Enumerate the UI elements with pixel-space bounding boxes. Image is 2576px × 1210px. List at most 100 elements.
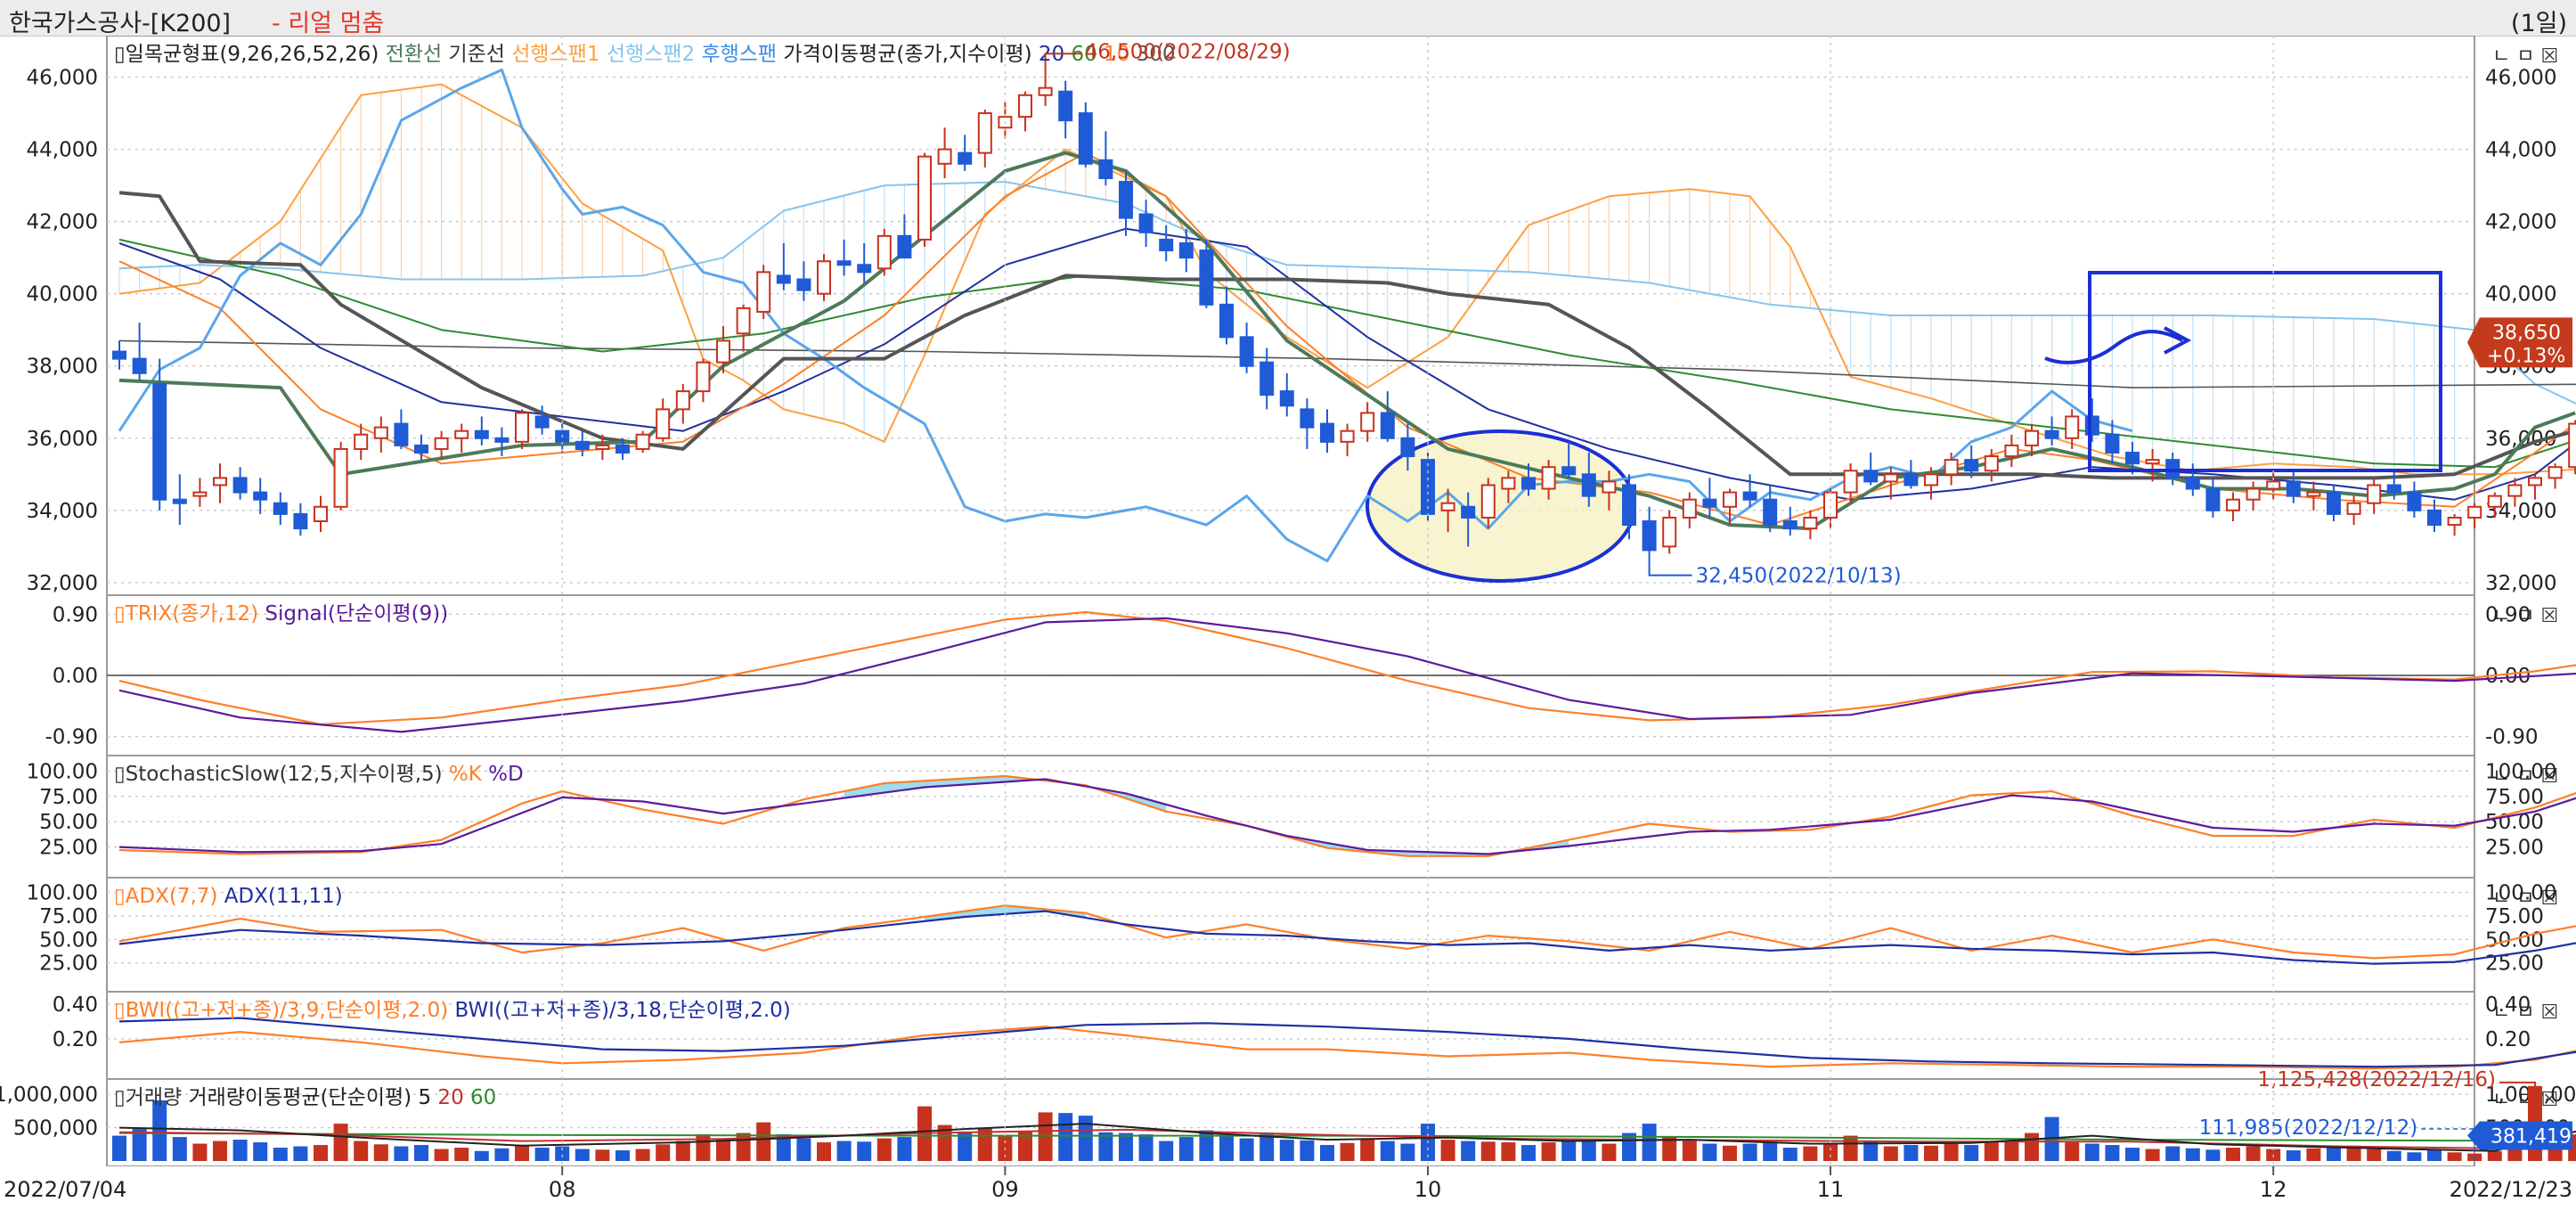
y-tick-label-left: 38,000 — [27, 356, 98, 379]
volume-bar — [756, 1122, 771, 1161]
forecast-box — [2088, 271, 2442, 472]
volume-bar — [1501, 1142, 1516, 1161]
y-tick-label-right: 44,000 — [2485, 139, 2556, 162]
candle-body — [1219, 303, 1234, 339]
candle-body — [2084, 415, 2099, 436]
legend-entry[interactable]: ADX(11,11) — [217, 885, 342, 908]
month-tick-label: 11 — [1817, 1177, 1845, 1202]
series-line — [118, 1026, 2576, 1070]
legend-entry[interactable]: ▯TRIX(종가,12) — [114, 602, 258, 625]
legend-entry[interactable]: 후행스팬 — [695, 43, 777, 66]
month-tick-label: 10 — [1414, 1177, 1442, 1202]
legend-entry[interactable]: Signal(단순이평(9)) — [258, 602, 448, 625]
volume-bar — [2165, 1146, 2181, 1161]
volume-bar — [937, 1124, 952, 1161]
volume-bar — [2507, 1148, 2523, 1161]
volume-bar — [1480, 1141, 1496, 1161]
panel-buttons[interactable]: ㄴ ㅁ ☒ — [2492, 887, 2558, 910]
candle-body — [836, 260, 852, 266]
volume-bar — [635, 1149, 650, 1161]
candle-body — [756, 271, 771, 313]
candle-body — [2105, 433, 2120, 454]
legend-entry[interactable]: 선행스팬2 — [600, 43, 696, 66]
legend-entry[interactable]: 거래량이동평균(단순이평) — [182, 1086, 412, 1109]
y-tick-label-right: 50.00 — [2485, 928, 2544, 952]
volume-bar — [1279, 1140, 1294, 1161]
volume-bar — [675, 1141, 690, 1161]
stock-chart[interactable]: ㄴ ㅁ ☒ㄴ ㅁ ☒ㄴ ㅁ ☒ㄴ ㅁ ☒ㄴ ㅁ ☒ㄴ ㅁ ☒46,000 46,0… — [0, 36, 2576, 1210]
ma300-line — [118, 339, 2576, 388]
legend-entry[interactable]: 기준선 — [442, 43, 505, 66]
legend-entry[interactable]: 300 — [1129, 43, 1175, 66]
legend-entry[interactable]: 선행스팬1 — [505, 43, 600, 66]
volume-bar — [152, 1100, 167, 1161]
panel-buttons[interactable]: ㄴ ㅁ ☒ — [2492, 1089, 2558, 1111]
legend-entry[interactable]: 5 — [412, 1086, 431, 1109]
y-tick-label-left: 100.00 — [27, 760, 98, 783]
candle-body — [1098, 159, 1113, 180]
current-price-tag — [2467, 317, 2572, 368]
candle-body — [2547, 466, 2563, 479]
candle-body — [192, 491, 208, 497]
volume-bar — [1984, 1142, 1999, 1161]
legend-entry[interactable]: BWI((고+저+종)/3,18,단순이평,2.0) — [448, 999, 791, 1022]
candle-body — [1803, 516, 1818, 530]
forecast-arrow — [2044, 330, 2183, 364]
legend-entry[interactable]: %D — [482, 763, 524, 786]
y-tick-label-left: 0.00 — [53, 665, 98, 688]
volume-low-annotation: 111,985(2022/12/12) — [2199, 1116, 2418, 1140]
legend-entry[interactable]: 10 — [1097, 43, 1130, 66]
panel-buttons[interactable]: ㄴ ㅁ ☒ — [2492, 45, 2558, 68]
panel-frame — [106, 755, 2475, 879]
volume-bar — [1642, 1124, 1657, 1161]
candle-body — [2226, 498, 2240, 511]
volume-bar — [1400, 1143, 1415, 1161]
legend-entry[interactable]: ▯StochasticSlow(12,5,지수이평,5) — [114, 763, 443, 786]
y-tick-label-left: 75.00 — [39, 905, 98, 928]
stochastic-zone-overbought — [844, 776, 1167, 812]
volume-ma20-line — [118, 1128, 2576, 1149]
y-tick-label-right: 32,000 — [2485, 572, 2556, 595]
legend-entry[interactable]: ▯일목균형표(9,26,26,52,26) — [114, 43, 379, 66]
legend-entry[interactable]: 전환선 — [379, 43, 442, 66]
series-line — [118, 904, 2576, 960]
volume-bar — [1138, 1134, 1153, 1161]
volume-bar — [2084, 1143, 2099, 1161]
low-annotation: 32,450(2022/10/13) — [1696, 565, 1902, 588]
legend-entry[interactable]: %K — [443, 763, 483, 786]
legend-entry[interactable]: ▯BWI((고+저+종)/3,9,단순이평,2.0) — [114, 999, 448, 1022]
volume-low-marker — [2421, 1128, 2475, 1161]
volume-bar — [716, 1139, 730, 1161]
volume-bar — [2407, 1152, 2422, 1161]
legend-entry[interactable]: ▯거래량 — [114, 1086, 182, 1109]
candle-body — [112, 350, 126, 360]
legend-entry[interactable]: 60 — [464, 1086, 497, 1109]
candle-body — [2427, 509, 2441, 527]
volume-bar — [595, 1149, 610, 1161]
volume-bar — [2306, 1148, 2321, 1161]
legend-entry[interactable]: 20 — [431, 1086, 464, 1109]
y-tick-label-left: 0.20 — [53, 1028, 98, 1051]
volume-bar — [2286, 1150, 2301, 1161]
volume-bar — [373, 1144, 388, 1161]
month-tick-label: 09 — [991, 1177, 1019, 1202]
volume-bar — [776, 1134, 791, 1161]
ma60-line — [118, 238, 2576, 469]
legend-entry[interactable]: 가격이동평균(종가,지수이평) — [777, 43, 1032, 66]
volume-bar — [454, 1148, 469, 1161]
candle-body — [876, 234, 892, 270]
panel-buttons[interactable]: ㄴ ㅁ ☒ — [2492, 1002, 2558, 1024]
volume-bar — [1038, 1112, 1053, 1161]
candle-body — [897, 234, 912, 259]
candle-body — [917, 155, 932, 241]
y-tick-label-right: 40,000 — [2485, 283, 2556, 307]
legend-entry[interactable]: ▯ADX(7,7) — [114, 885, 217, 908]
panel-buttons[interactable]: ㄴ ㅁ ☒ — [2492, 605, 2558, 627]
series-line — [118, 617, 2576, 733]
volume-bar — [1178, 1137, 1194, 1161]
volume-bar — [1581, 1141, 1596, 1161]
candle-body — [1360, 412, 1375, 432]
x-axis-start-label: 2022/07/04 — [4, 1177, 126, 1202]
panel-buttons[interactable]: ㄴ ㅁ ☒ — [2492, 765, 2558, 788]
candle-body — [776, 274, 791, 284]
